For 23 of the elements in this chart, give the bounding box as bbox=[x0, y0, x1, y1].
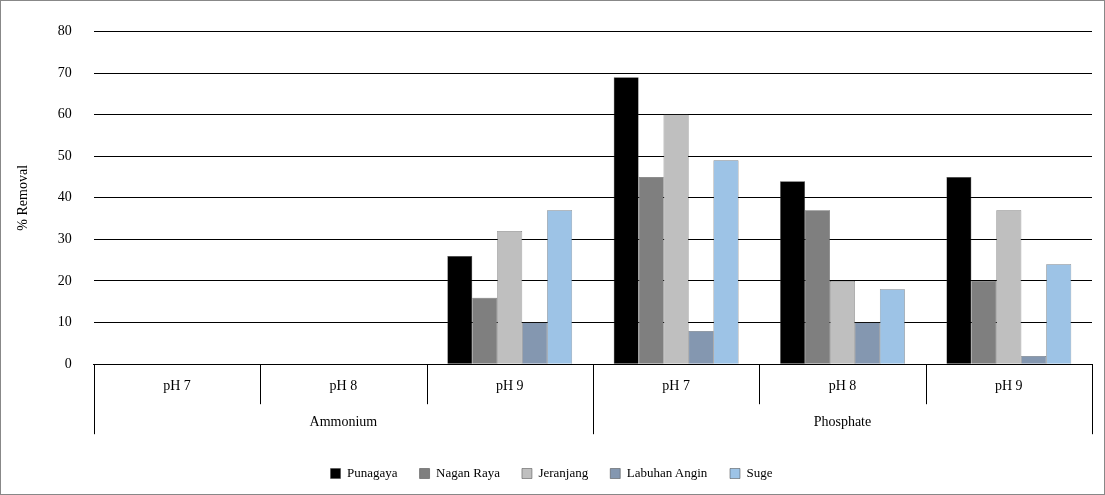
x-tick-label: pH 8 bbox=[828, 378, 857, 394]
x-tick-label: pH 7 bbox=[662, 378, 690, 394]
y-tick-label: 30 bbox=[57, 231, 72, 247]
legend-label: Suge bbox=[746, 464, 773, 480]
text: Phosphate bbox=[813, 413, 872, 429]
x-tick-label: pH 7 bbox=[163, 378, 191, 394]
legend-label: Nagan Raya bbox=[436, 464, 501, 480]
y-tick-label: 70 bbox=[57, 64, 72, 80]
y-tick-label: 10 bbox=[57, 314, 72, 330]
y-tick-label: 50 bbox=[57, 147, 72, 163]
legend-label: Jeranjang bbox=[538, 464, 589, 480]
y-tick-label: 40 bbox=[57, 189, 72, 205]
text: Ammonium bbox=[309, 413, 378, 429]
x-tick-label: pH 9 bbox=[995, 378, 1023, 394]
y-tick-label: 20 bbox=[57, 272, 72, 288]
y-tick-label: 60 bbox=[57, 106, 72, 122]
x-tick-label: pH 9 bbox=[495, 378, 524, 394]
legend-label: Labuhan Angin bbox=[626, 464, 708, 480]
y-tick-label: 0 bbox=[64, 355, 72, 371]
y-tick-label: 80 bbox=[57, 23, 72, 39]
y-axis-title: % Removal bbox=[15, 164, 31, 231]
x-tick-label: pH 8 bbox=[329, 378, 358, 394]
legend-label: Punagaya bbox=[347, 464, 398, 480]
